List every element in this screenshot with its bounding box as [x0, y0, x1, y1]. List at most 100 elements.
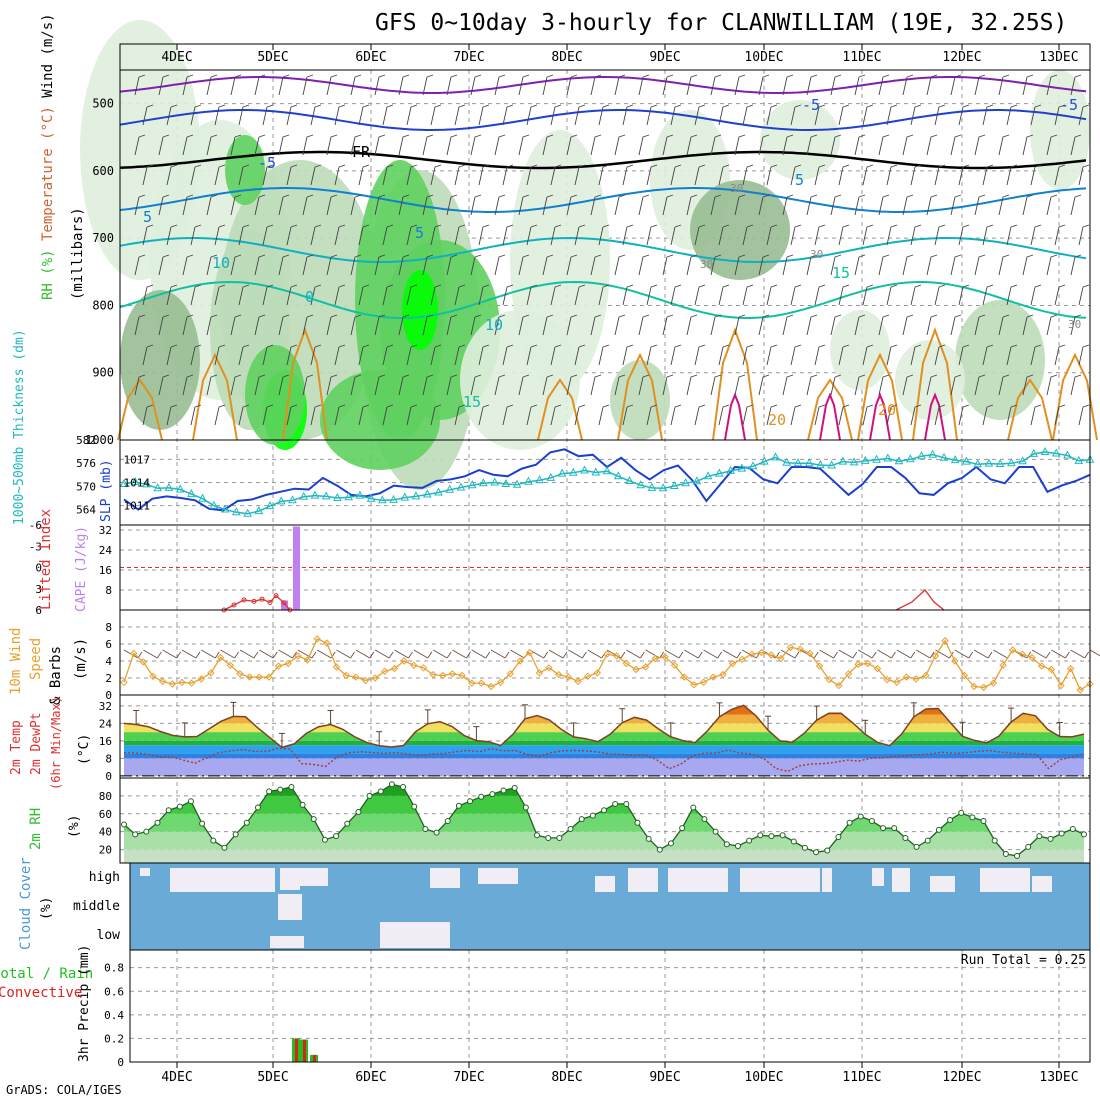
wind-barb-10m	[639, 651, 645, 659]
wind-barb	[482, 284, 490, 288]
wind-barb-10m	[195, 651, 201, 659]
wind-barb	[862, 226, 868, 246]
rh-marker	[712, 828, 719, 835]
wind-barb-10m	[239, 649, 255, 659]
wind-barb-10m	[485, 651, 491, 659]
wind-barb	[410, 344, 418, 348]
wind-barb	[526, 166, 532, 186]
thickness-marker	[1074, 455, 1084, 464]
wind-barb	[718, 106, 724, 126]
wind-barb	[998, 256, 1004, 276]
slp-tick: 1011	[124, 500, 151, 513]
wind-barb	[286, 226, 292, 246]
contour-label: 15	[463, 393, 481, 411]
wind-barb	[502, 226, 508, 246]
wind-barb	[310, 286, 316, 306]
wind-barb	[266, 104, 274, 108]
wind-barb	[794, 404, 802, 408]
rh-marker	[801, 844, 808, 851]
wind-barb	[278, 376, 284, 396]
wind-barb	[734, 196, 740, 216]
wind-barb	[542, 76, 548, 96]
wind-barb	[282, 194, 290, 198]
wind-barb	[570, 314, 578, 318]
wind-barb	[714, 194, 722, 198]
wind-barb	[338, 404, 346, 408]
wind-barb	[286, 406, 292, 426]
wind-barb	[790, 226, 796, 246]
wind-barb-10m	[794, 651, 800, 659]
wind-barb	[262, 346, 268, 366]
wind-barb	[686, 256, 692, 276]
wind-barb	[258, 134, 266, 138]
wind-barb	[890, 284, 898, 288]
wind-barb	[814, 346, 820, 366]
wind-barb	[258, 254, 266, 258]
wind-barb	[170, 164, 178, 168]
wind-speed-marker	[284, 659, 292, 668]
wind-speed-marker	[835, 681, 843, 690]
wind-barb	[210, 74, 218, 78]
rh-ylabel: 2m RH	[28, 808, 44, 850]
wind-barb	[762, 74, 770, 78]
wind-speed-marker	[651, 654, 660, 663]
wind-barb	[406, 406, 412, 426]
wind-barb	[254, 316, 260, 336]
wind-barb	[526, 346, 532, 366]
day-label-top: 8DEC	[551, 50, 582, 65]
wind-speed-marker	[197, 675, 206, 683]
rh-marker	[1069, 826, 1076, 832]
wind-barb	[502, 106, 508, 126]
wind-barb	[314, 164, 322, 168]
wind-barb	[770, 104, 778, 108]
rh-tick: 60	[99, 808, 112, 821]
wind-barb	[554, 284, 562, 288]
rh-shading	[225, 135, 265, 205]
cape-bar	[293, 526, 300, 610]
wind-barb	[146, 344, 154, 348]
wind-barb	[670, 166, 676, 186]
wind-barb	[530, 344, 538, 348]
wind-barb	[1010, 404, 1018, 408]
wind-barb	[254, 376, 260, 396]
wind-barb	[762, 254, 770, 258]
wind-barb-10m	[722, 649, 738, 659]
rh-marker	[1014, 852, 1021, 859]
wind-speed-marker	[439, 671, 447, 680]
rh-marker	[444, 817, 451, 824]
wind-barb	[470, 256, 476, 276]
wind-barb-10m	[891, 651, 896, 659]
wind-barb	[266, 224, 274, 228]
wind-speed-marker	[1047, 665, 1056, 674]
wind-barb	[1054, 166, 1060, 186]
wind-barb	[986, 164, 994, 168]
wind-barb	[290, 404, 298, 408]
wind-barb	[766, 406, 772, 426]
wind-barb	[954, 254, 962, 258]
rh-marker	[757, 832, 764, 839]
wind-barb	[790, 166, 796, 186]
wind-speed-marker	[931, 652, 940, 660]
day-label-bottom: 10DEC	[744, 1070, 783, 1085]
wind-barb	[422, 376, 428, 396]
thickness-marker	[681, 478, 690, 487]
contour-label: 5	[795, 171, 804, 189]
wind-barb	[1046, 316, 1052, 336]
wind-barb	[770, 164, 778, 168]
wind-barb	[926, 196, 932, 216]
wind-barb	[818, 284, 826, 288]
wind-barb	[330, 194, 338, 198]
wind-barb	[738, 194, 746, 198]
rh-marker	[522, 804, 529, 811]
wind-barb	[742, 166, 748, 186]
wind-barb-10m	[316, 649, 332, 659]
wind-barb	[602, 404, 610, 408]
wind-speed-marker	[468, 679, 476, 687]
wind-barb	[434, 404, 442, 408]
wind-barb	[386, 344, 394, 348]
wind-barb	[614, 316, 620, 336]
temp-ylabel: (6hr Min/Max)	[49, 696, 63, 790]
wind-barb	[982, 346, 988, 366]
wind-barb	[854, 136, 860, 156]
wind-barb	[518, 196, 524, 216]
